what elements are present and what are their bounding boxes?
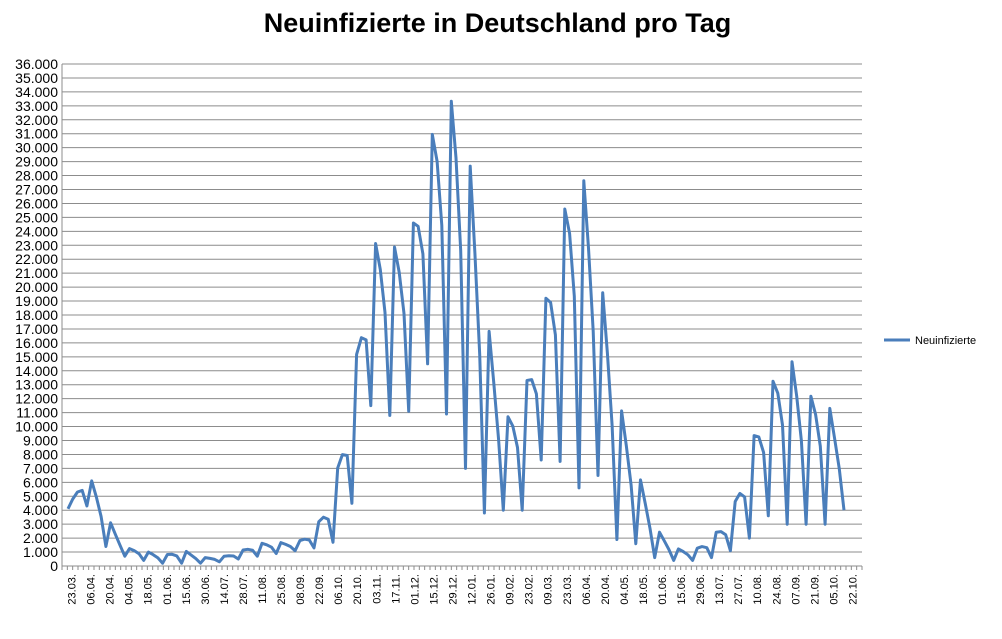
x-tick-label: 29.12. [447,574,459,605]
y-tick-label: 1.000 [23,544,58,560]
y-tick-label: 20.000 [15,279,58,295]
y-tick-label: 9.000 [23,433,58,449]
y-tick-label: 2.000 [23,530,58,546]
x-tick-label: 22.09. [314,574,326,605]
x-tick-label: 20.04. [600,574,612,605]
y-tick-label: 28.000 [15,168,58,184]
y-tick-label: 23.000 [15,237,58,253]
y-tick-label: 26.000 [15,195,58,211]
x-tick-label: 23.02. [524,574,536,605]
y-tick-label: 16.000 [15,335,58,351]
x-tick-label: 15.12. [428,574,440,605]
x-tick-label: 05.10. [828,574,840,605]
x-tick-label: 21.09. [809,574,821,605]
x-tick-label: 09.02. [505,574,517,605]
x-tick-label: 30.06. [200,574,212,605]
x-tick-label: 03.11. [371,574,383,604]
x-tick-label: 06.10. [333,574,345,605]
y-tick-label: 24.000 [15,223,58,239]
y-tick-label: 15.000 [15,349,58,365]
x-tick-label: 28.07. [238,574,250,605]
y-tick-label: 17.000 [15,321,58,337]
x-tick-label: 17.11. [390,574,402,604]
x-tick-label: 22.10. [847,574,859,605]
y-tick-label: 25.000 [15,209,58,225]
y-axis: 01.0002.0003.0004.0005.0006.0007.0008.00… [15,56,63,574]
x-tick-label: 18.05. [143,574,155,605]
x-tick-label: 08.09. [295,574,307,605]
x-tick-label: 07.09. [790,574,802,605]
x-tick-label: 29.06. [695,574,707,605]
y-tick-label: 5.000 [23,488,58,504]
y-tick-label: 29.000 [15,154,58,170]
y-tick-label: 8.000 [23,446,58,462]
legend: Neuinfizierte [884,335,976,347]
y-tick-label: 19.000 [15,293,58,309]
x-tick-label: 24.08. [771,574,783,605]
x-tick-label: 27.07. [733,574,745,605]
x-tick-label: 11.08. [257,574,269,604]
x-tick-label: 26.01. [486,574,498,605]
y-tick-label: 14.000 [15,363,58,379]
y-tick-label: 30.000 [15,140,58,156]
x-tick-label: 15.06. [676,574,688,605]
y-tick-label: 33.000 [15,98,58,114]
x-tick-label: 10.08. [752,574,764,605]
x-tick-label: 13.07. [714,574,726,605]
chart-title: Neuinfizierte in Deutschland pro Tag [263,8,732,38]
y-tick-label: 3.000 [23,516,58,532]
x-tick-label: 18.05. [638,574,650,605]
y-tick-label: 6.000 [23,474,58,490]
series-line-0 [66,99,846,565]
y-tick-label: 36.000 [15,56,58,72]
y-tick-label: 4.000 [23,502,58,518]
x-tick-label: 09.03. [543,574,555,605]
x-tick-label: 12.01. [467,574,479,605]
y-tick-label: 13.000 [15,377,58,393]
y-tick-label: 32.000 [15,112,58,128]
y-tick-label: 10.000 [15,419,58,435]
y-tick-label: 0 [50,558,58,574]
x-tick-label: 06.04. [581,574,593,605]
x-tick-label: 01.12. [409,574,421,605]
x-tick-label: 15.06. [181,574,193,605]
y-tick-label: 27.000 [15,182,58,198]
y-tick-label: 34.000 [15,84,58,100]
x-tick-label: 20.04. [105,574,117,605]
y-tick-label: 7.000 [23,460,58,476]
y-tick-label: 35.000 [15,70,58,86]
y-tick-label: 18.000 [15,307,58,323]
x-tick-label: 01.06. [162,574,174,605]
y-tick-label: 21.000 [15,265,58,281]
legend-label: Neuinfizierte [915,335,976,347]
x-axis: 23.03. 06.04. 20.04. 04.05. 18.05. 01.06. 15.0… [61,565,863,605]
x-tick-label: 25.08. [276,574,288,605]
x-tick-label: 20.10. [352,574,364,605]
x-tick-label: 04.05. [619,574,631,605]
y-tick-label: 11.000 [16,405,58,421]
y-tick-label: 31.000 [15,126,58,142]
y-tick-label: 22.000 [15,251,58,267]
x-tick-label: 14.07. [219,574,231,605]
y-tick-label: 12.000 [15,391,58,407]
x-tick-label: 01.06. [657,574,669,605]
x-tick-label: 06.04. [86,574,98,605]
x-tick-label: 23.03. [67,574,79,605]
x-tick-label: 04.05. [124,574,136,605]
series-group [66,99,846,565]
x-tick-label: 23.03. [562,574,574,605]
